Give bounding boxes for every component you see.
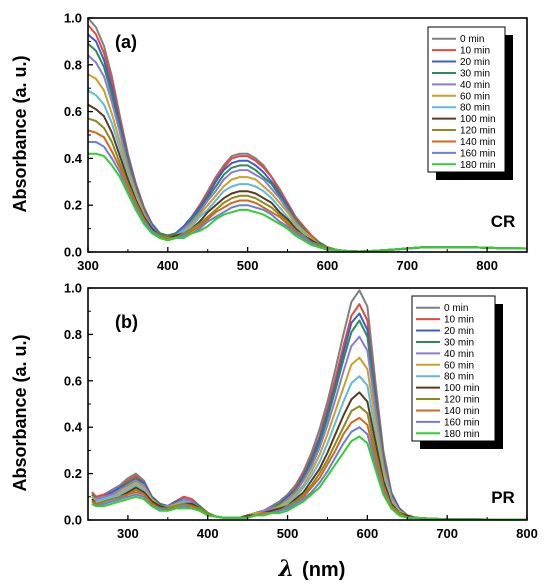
- panel-b-legend-label-11: 180 min: [444, 429, 480, 440]
- panel-b-legend-label-6: 80 min: [444, 372, 474, 383]
- panel-b-legend-label-9: 140 min: [444, 406, 480, 417]
- x-axis-label-symbol: λ: [278, 556, 294, 582]
- panel-b-series-line-9: [91, 416, 527, 521]
- panel-a-legend-label-2: 20 min: [460, 57, 490, 68]
- panel-b-legend-label-1: 10 min: [444, 315, 474, 326]
- panel-b-panel-label: (b): [115, 312, 138, 332]
- panel-b-x-tick-label-4: 700: [436, 526, 458, 541]
- panel-a-y-tick-label-5: 1.0: [64, 11, 82, 26]
- panel-a-x-tick-label-4: 700: [396, 258, 418, 273]
- panel-b-legend-label-0: 0 min: [444, 303, 468, 314]
- panel-b-y-tick-label-3: 0.6: [64, 373, 82, 388]
- panel-a-y-tick-label-2: 0.4: [64, 151, 83, 166]
- panel-b-series-line-11: [91, 435, 527, 521]
- panel-a-legend-label-8: 120 min: [460, 126, 496, 137]
- x-axis-label-unit: (nm): [302, 559, 345, 581]
- panel-a-legend-label-7: 100 min: [460, 114, 496, 125]
- panel-b-chart: 300 400 500 600 700 800 0.0 0.2 0.4 0.6 0.8 1.0 (b) P…: [64, 281, 538, 542]
- panel-b-legend-label-4: 40 min: [444, 349, 474, 360]
- panel-b-annotation: PR: [491, 488, 515, 507]
- panel-b-y-tick-label-0: 0.0: [64, 513, 82, 528]
- panel-a-legend-label-6: 80 min: [460, 103, 490, 114]
- panel-a-legend-label-1: 10 min: [460, 46, 490, 57]
- panel-b-ylabel: Absorbance (a. u.): [10, 334, 30, 491]
- panel-a-legend-label-10: 160 min: [460, 148, 496, 159]
- panel-b-legend-label-2: 20 min: [444, 326, 474, 337]
- panel-b-x-tick-label-1: 400: [197, 526, 219, 541]
- panel-a-ylabel: Absorbance (a. u.): [10, 55, 30, 212]
- panel-a-y-tick-label-1: 0.2: [64, 198, 82, 213]
- panel-b-y-tick-label-4: 0.8: [64, 327, 82, 342]
- panel-a-x-tick-label-1: 400: [157, 258, 179, 273]
- panel-b-legend-label-7: 100 min: [444, 383, 480, 394]
- panel-a-y-tick-label-0: 0.0: [64, 245, 82, 260]
- panel-b-legend-label-10: 160 min: [444, 417, 480, 428]
- panel-a-legend-label-5: 60 min: [460, 91, 490, 102]
- panel-b-legend-label-5: 60 min: [444, 360, 474, 371]
- panel-a-legend-box: [427, 26, 506, 173]
- panel-a-x-tick-label-3: 600: [317, 258, 339, 273]
- panel-a-annotation: CR: [491, 212, 516, 231]
- x-axis-label: λ (nm): [278, 556, 346, 582]
- panel-b-y-tick-label-2: 0.4: [64, 420, 83, 435]
- panel-a-chart: 300 400 500 600 700 800 0.0 0.2 0.4 0.6 0.8 1.0 (a) C…: [64, 11, 528, 273]
- panel-a-legend-label-11: 180 min: [460, 160, 496, 171]
- panel-a-legend-label-9: 140 min: [460, 137, 496, 148]
- panel-b-x-tick-label-3: 600: [357, 526, 379, 541]
- panel-a-x-tick-label-2: 500: [237, 258, 259, 273]
- panel-b-legend-label-3: 30 min: [444, 337, 474, 348]
- panel-b-x-tick-label-2: 500: [277, 526, 299, 541]
- panel-a-panel-label: (a): [115, 32, 137, 52]
- panel-a-legend-label-3: 30 min: [460, 68, 490, 79]
- panel-b-legend-box: [411, 295, 496, 442]
- panel-b-x-tick-label-0: 300: [117, 526, 139, 541]
- panel-b-series-line-7: [91, 391, 527, 521]
- panel-a-y-tick-label-3: 0.6: [64, 104, 82, 119]
- panel-a-x-tick-label-0: 300: [77, 258, 99, 273]
- panel-a-x-tick-label-5: 800: [476, 258, 498, 273]
- panel-b-y-tick-label-1: 0.2: [64, 466, 82, 481]
- panel-a-y-tick-label-4: 0.8: [64, 57, 82, 72]
- panel-b-legend-label-8: 120 min: [444, 395, 480, 406]
- panel-a-series-line-11: [88, 152, 528, 253]
- panel-a-legend-label-0: 0 min: [460, 34, 484, 45]
- panel-b-y-tick-label-5: 1.0: [64, 281, 82, 296]
- panel-b-x-tick-label-5: 800: [516, 526, 538, 541]
- panel-a-legend-label-4: 40 min: [460, 80, 490, 91]
